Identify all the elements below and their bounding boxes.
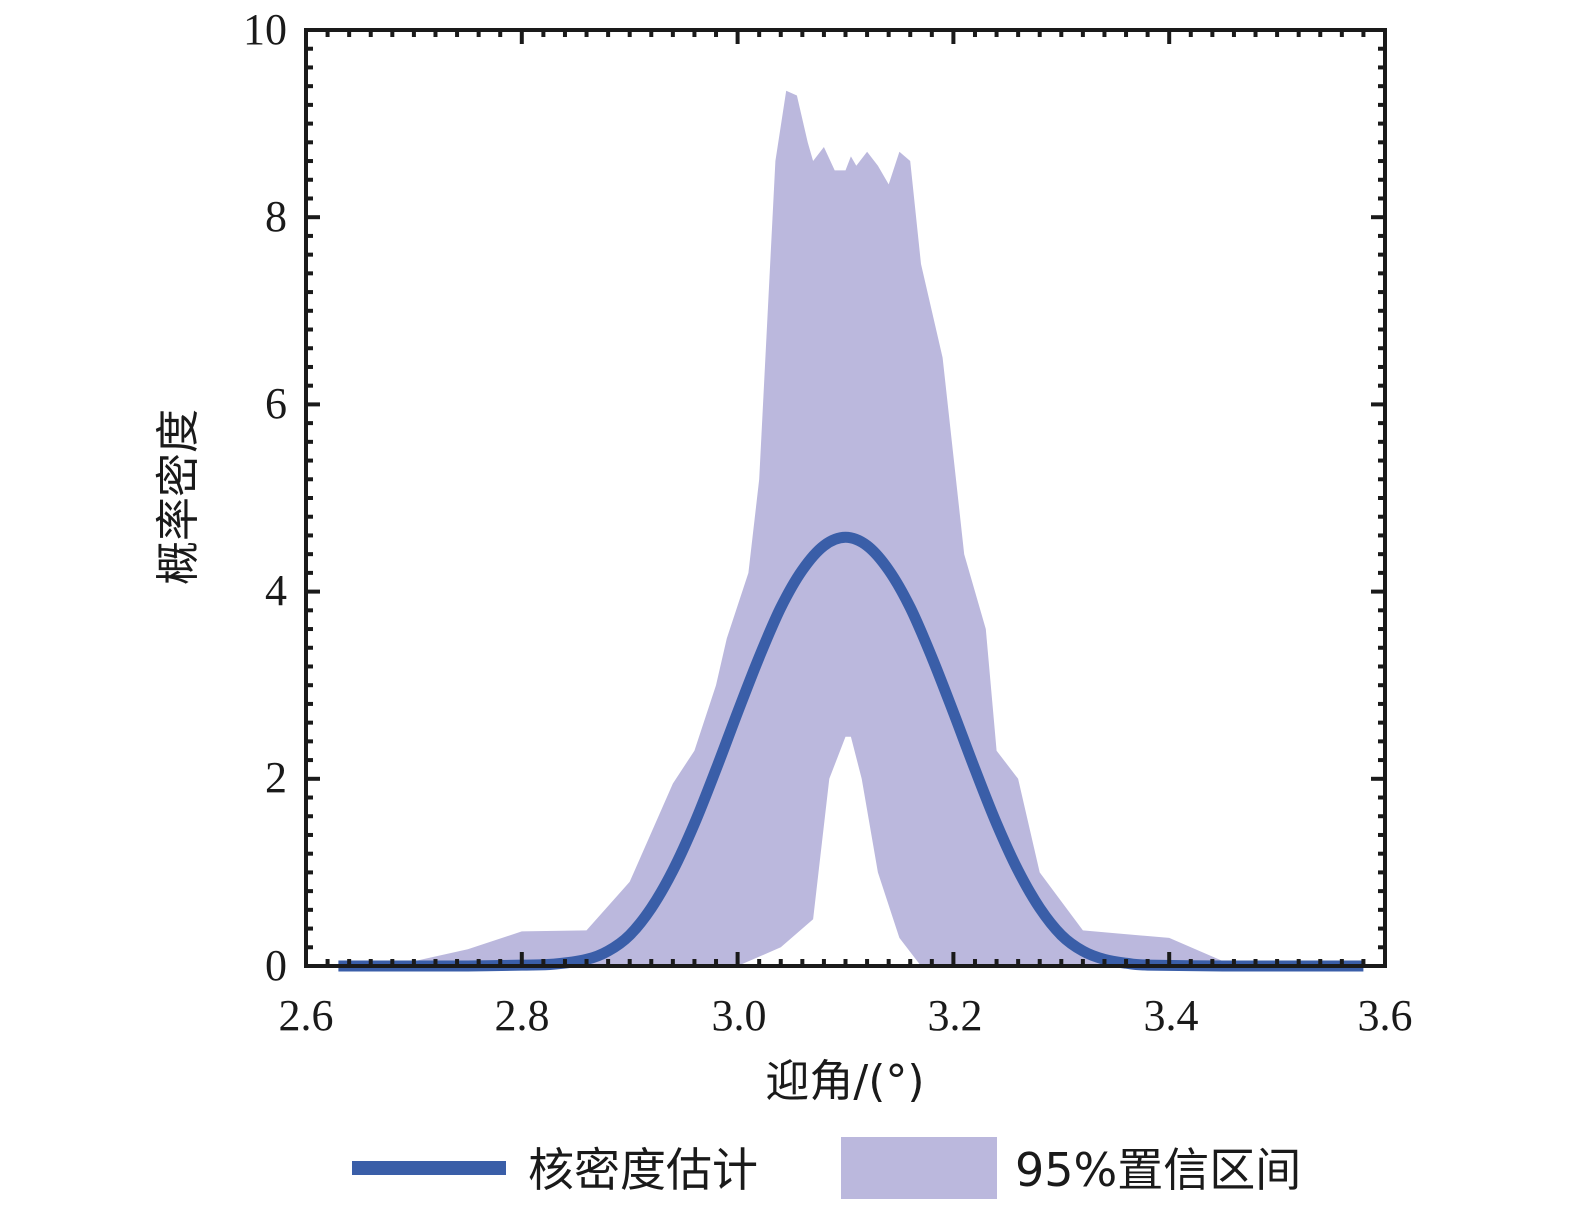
x-tick-labels: 2.6 2.8 3.0 3.2 3.4 3.6 (279, 991, 1413, 1040)
confidence-interval-band (338, 90, 1364, 967)
y-tick-label: 8 (265, 192, 287, 241)
y-tick-label: 4 (265, 566, 287, 615)
x-tick-label: 3.0 (712, 991, 767, 1040)
x-tick-label: 2.6 (279, 991, 334, 1040)
y-tick-labels: 0 2 4 6 8 10 (243, 5, 287, 990)
kde-line (338, 531, 1364, 972)
legend-label-ci: 95%置信区间 (1015, 1143, 1301, 1197)
legend-label-kde: 核密度估计 (528, 1143, 758, 1197)
y-tick-label: 0 (265, 941, 287, 990)
legend: 核密度估计 95%置信区间 (352, 1137, 1301, 1199)
x-tick-label: 3.4 (1144, 991, 1199, 1040)
x-tick-label: 3.6 (1358, 991, 1413, 1040)
axis-ticks (304, 28, 1387, 968)
y-tick-label: 10 (243, 5, 287, 54)
plot-area (338, 90, 1364, 972)
x-tick-label: 3.2 (928, 991, 983, 1040)
y-tick-label: 2 (265, 753, 287, 802)
y-tick-label: 6 (265, 379, 287, 428)
x-axis-title: 迎角/(°) (765, 1056, 924, 1107)
legend-swatch-ci (841, 1137, 997, 1199)
y-axis-title: 概率密度 (153, 409, 204, 585)
x-tick-label: 2.8 (495, 991, 550, 1040)
